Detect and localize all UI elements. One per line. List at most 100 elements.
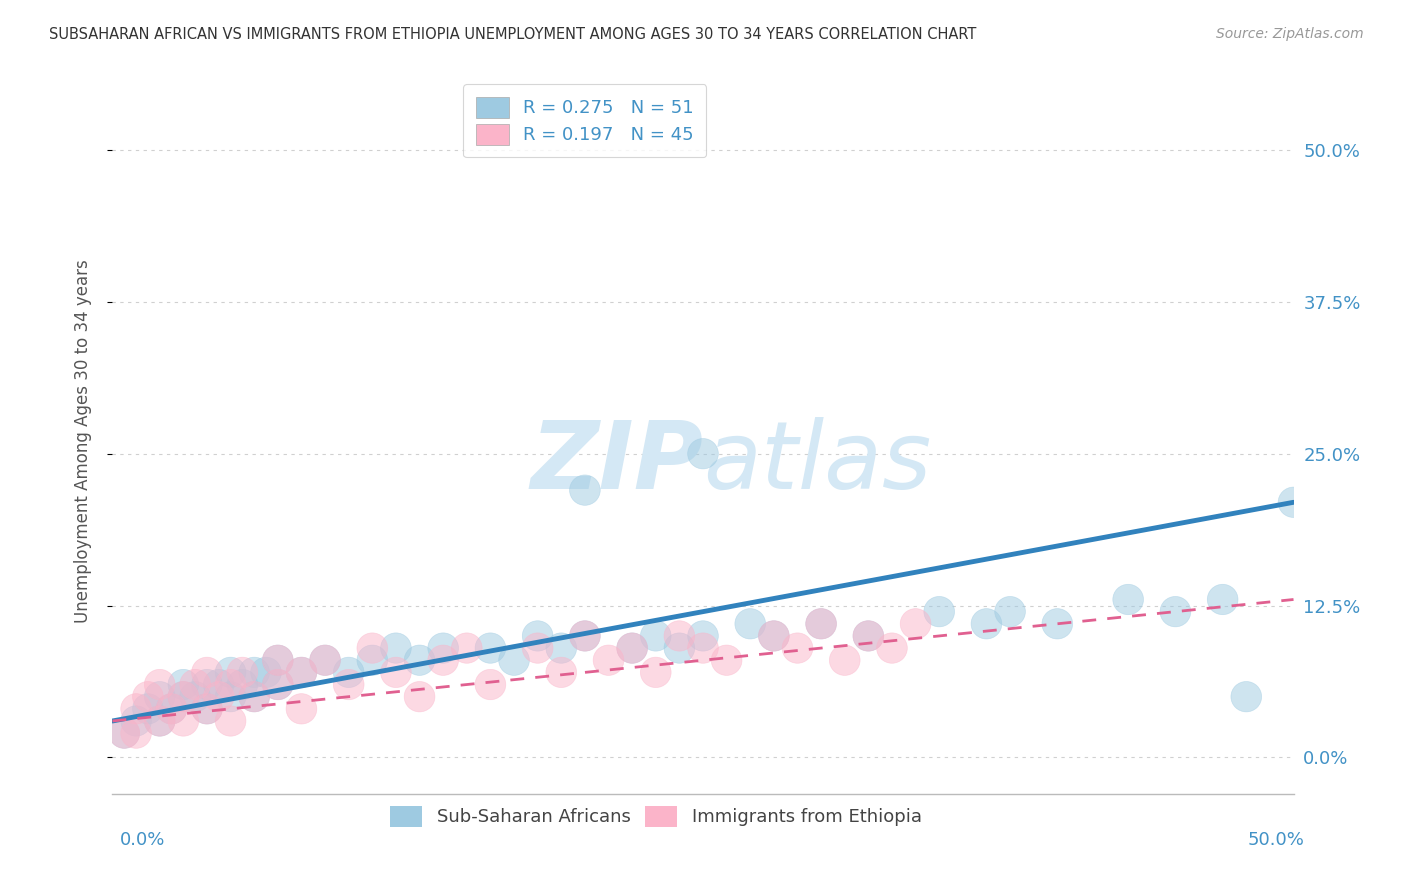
Ellipse shape xyxy=(972,608,1002,639)
Ellipse shape xyxy=(215,657,246,688)
Ellipse shape xyxy=(475,669,506,699)
Ellipse shape xyxy=(204,669,235,699)
Ellipse shape xyxy=(569,621,600,651)
Ellipse shape xyxy=(145,706,176,736)
Ellipse shape xyxy=(593,645,624,675)
Ellipse shape xyxy=(546,657,576,688)
Ellipse shape xyxy=(263,669,294,699)
Ellipse shape xyxy=(285,657,316,688)
Ellipse shape xyxy=(121,694,152,724)
Ellipse shape xyxy=(1112,584,1143,615)
Ellipse shape xyxy=(1208,584,1239,615)
Ellipse shape xyxy=(263,669,294,699)
Ellipse shape xyxy=(711,645,742,675)
Ellipse shape xyxy=(357,633,388,664)
Ellipse shape xyxy=(132,681,163,712)
Ellipse shape xyxy=(900,608,931,639)
Ellipse shape xyxy=(782,633,813,664)
Ellipse shape xyxy=(167,681,198,712)
Ellipse shape xyxy=(263,645,294,675)
Ellipse shape xyxy=(1278,487,1309,517)
Ellipse shape xyxy=(357,645,388,675)
Ellipse shape xyxy=(191,694,222,724)
Ellipse shape xyxy=(381,657,412,688)
Ellipse shape xyxy=(215,706,246,736)
Legend: Sub-Saharan Africans, Immigrants from Ethiopia: Sub-Saharan Africans, Immigrants from Et… xyxy=(378,795,932,838)
Text: 50.0%: 50.0% xyxy=(1249,831,1305,849)
Ellipse shape xyxy=(522,621,553,651)
Ellipse shape xyxy=(145,669,176,699)
Ellipse shape xyxy=(156,694,187,724)
Ellipse shape xyxy=(121,718,152,748)
Ellipse shape xyxy=(226,657,257,688)
Ellipse shape xyxy=(806,608,837,639)
Ellipse shape xyxy=(688,633,718,664)
Ellipse shape xyxy=(309,645,340,675)
Ellipse shape xyxy=(1160,597,1191,627)
Ellipse shape xyxy=(830,645,860,675)
Ellipse shape xyxy=(617,633,648,664)
Ellipse shape xyxy=(180,669,211,699)
Ellipse shape xyxy=(239,681,270,712)
Ellipse shape xyxy=(167,669,198,699)
Ellipse shape xyxy=(853,621,884,651)
Ellipse shape xyxy=(145,706,176,736)
Ellipse shape xyxy=(191,694,222,724)
Ellipse shape xyxy=(427,633,458,664)
Ellipse shape xyxy=(285,694,316,724)
Ellipse shape xyxy=(853,621,884,651)
Ellipse shape xyxy=(239,657,270,688)
Ellipse shape xyxy=(121,706,152,736)
Ellipse shape xyxy=(522,633,553,664)
Ellipse shape xyxy=(167,681,198,712)
Text: Source: ZipAtlas.com: Source: ZipAtlas.com xyxy=(1216,27,1364,41)
Ellipse shape xyxy=(735,608,766,639)
Ellipse shape xyxy=(250,657,281,688)
Ellipse shape xyxy=(180,681,211,712)
Ellipse shape xyxy=(924,597,955,627)
Text: SUBSAHARAN AFRICAN VS IMMIGRANTS FROM ETHIOPIA UNEMPLOYMENT AMONG AGES 30 TO 34 : SUBSAHARAN AFRICAN VS IMMIGRANTS FROM ET… xyxy=(49,27,977,42)
Ellipse shape xyxy=(108,718,139,748)
Ellipse shape xyxy=(263,645,294,675)
Ellipse shape xyxy=(640,621,671,651)
Ellipse shape xyxy=(569,475,600,506)
Text: atlas: atlas xyxy=(703,417,931,508)
Ellipse shape xyxy=(664,621,695,651)
Ellipse shape xyxy=(475,633,506,664)
Ellipse shape xyxy=(546,633,576,664)
Text: ZIP: ZIP xyxy=(530,417,703,508)
Ellipse shape xyxy=(404,681,434,712)
Ellipse shape xyxy=(617,633,648,664)
Ellipse shape xyxy=(191,657,222,688)
Ellipse shape xyxy=(640,657,671,688)
Ellipse shape xyxy=(309,645,340,675)
Y-axis label: Unemployment Among Ages 30 to 34 years: Unemployment Among Ages 30 to 34 years xyxy=(73,260,91,624)
Ellipse shape xyxy=(1230,681,1261,712)
Ellipse shape xyxy=(145,681,176,712)
Ellipse shape xyxy=(239,681,270,712)
Ellipse shape xyxy=(132,694,163,724)
Ellipse shape xyxy=(333,669,364,699)
Ellipse shape xyxy=(215,681,246,712)
Ellipse shape xyxy=(664,633,695,664)
Ellipse shape xyxy=(108,718,139,748)
Ellipse shape xyxy=(994,597,1025,627)
Ellipse shape xyxy=(215,669,246,699)
Ellipse shape xyxy=(333,657,364,688)
Ellipse shape xyxy=(381,633,412,664)
Ellipse shape xyxy=(876,633,907,664)
Ellipse shape xyxy=(499,645,530,675)
Ellipse shape xyxy=(191,669,222,699)
Text: 0.0%: 0.0% xyxy=(120,831,165,849)
Ellipse shape xyxy=(156,694,187,724)
Ellipse shape xyxy=(688,621,718,651)
Ellipse shape xyxy=(404,645,434,675)
Ellipse shape xyxy=(285,657,316,688)
Ellipse shape xyxy=(226,669,257,699)
Ellipse shape xyxy=(451,633,482,664)
Ellipse shape xyxy=(1042,608,1073,639)
Ellipse shape xyxy=(758,621,789,651)
Ellipse shape xyxy=(688,439,718,469)
Ellipse shape xyxy=(204,681,235,712)
Ellipse shape xyxy=(167,706,198,736)
